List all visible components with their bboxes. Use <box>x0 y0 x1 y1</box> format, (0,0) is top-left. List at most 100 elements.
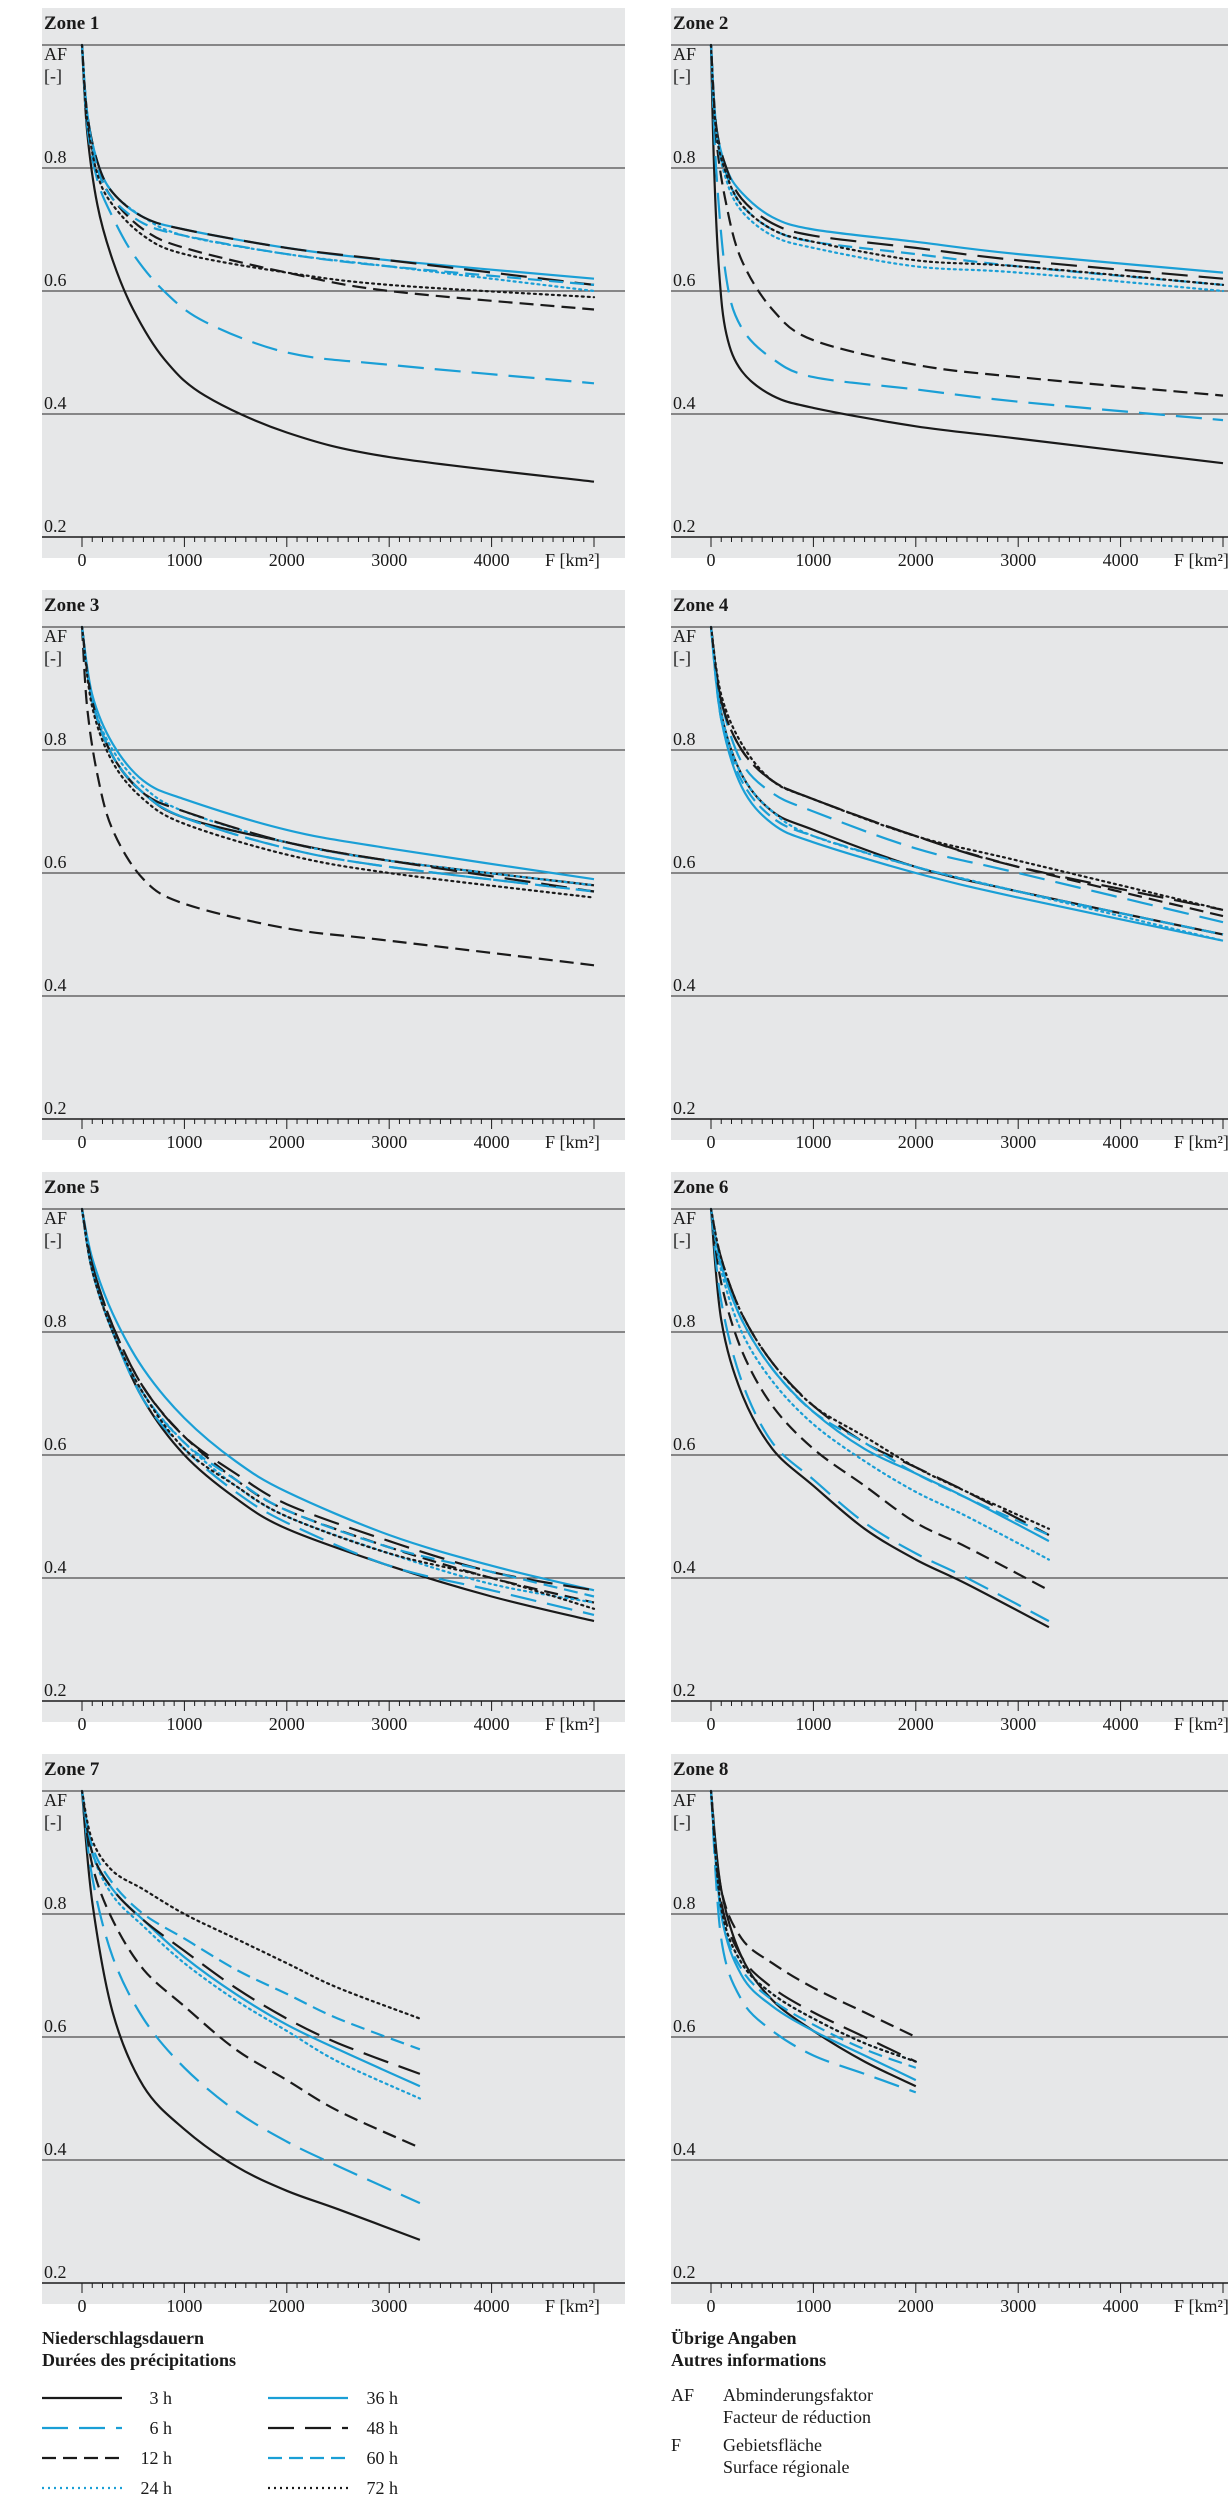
series-line <box>80 1790 421 2241</box>
x-axis-label: F [km²] <box>1174 1714 1228 1734</box>
x-axis-label: F [km²] <box>1174 550 1228 570</box>
series-line <box>709 1789 917 2063</box>
legend-label: 24 h <box>141 2478 173 2497</box>
x-axis-label: F [km²] <box>1174 2296 1228 2316</box>
x-tick-label: 2000 <box>269 1132 305 1152</box>
other-info-title-de: Übrige Angaben <box>671 2328 797 2348</box>
zone-panel: Zone 8 AF [-] 0.2 0.4 0.6 0.8 0 1000 2000 3000 4000… <box>671 1754 1228 2316</box>
panel-background <box>671 1754 1228 2304</box>
zone-panel: Zone 1 AF [-] 0.2 0.4 0.6 0.8 0 1000 2000 3000 4000… <box>42 8 625 570</box>
series-line <box>709 1790 917 2038</box>
x-tick-label: 4000 <box>474 1132 510 1152</box>
x-tick-label: 4000 <box>474 1714 510 1734</box>
definition-f-fr: Surface régionale <box>723 2457 849 2477</box>
durations-title-fr: Durées des précipitations <box>42 2350 236 2370</box>
x-tick-label: 1000 <box>795 1714 831 1734</box>
y-tick-label: 0.8 <box>44 147 67 167</box>
panel-background <box>671 590 1228 1140</box>
series-line <box>709 1208 1050 1629</box>
y-tick-label: 0.4 <box>673 393 696 413</box>
durations-legend: 3 h 6 h 12 h 24 h 36 h 48 h 60 h 72 h <box>42 2388 398 2497</box>
x-tick-label: 0 <box>78 550 87 570</box>
series-line <box>80 43 596 299</box>
panel-background <box>42 1172 625 1722</box>
series-line <box>80 1790 421 2205</box>
y-tick-label: 0.8 <box>44 1893 67 1913</box>
x-tick-label: 0 <box>707 1132 716 1152</box>
x-tick-label: 0 <box>707 2296 716 2316</box>
series-line <box>80 626 595 881</box>
y-axis-unit: [-] <box>44 1812 62 1832</box>
x-tick-label: 3000 <box>1000 1132 1036 1152</box>
series-line <box>80 1208 595 1598</box>
series-line <box>80 1790 421 2051</box>
x-tick-label: 4000 <box>1103 1714 1139 1734</box>
x-tick-label: 3000 <box>1000 550 1036 570</box>
zone-title: Zone 4 <box>673 595 729 616</box>
series-line <box>80 1208 595 1592</box>
series-line <box>80 626 595 967</box>
x-tick-label: 4000 <box>1103 1132 1139 1152</box>
panel-background <box>671 1172 1228 1722</box>
y-tick-label: 0.6 <box>673 270 696 290</box>
y-tick-label: 0.4 <box>44 393 67 413</box>
x-axis-label: F [km²] <box>545 1714 600 1734</box>
y-axis-label: AF <box>673 626 696 646</box>
series-line <box>80 1790 421 2149</box>
x-tick-label: 0 <box>78 2296 87 2316</box>
series-line <box>709 1208 1050 1537</box>
durations-title-de: Niederschlagsdauern <box>42 2328 204 2348</box>
y-axis-label: AF <box>673 44 696 64</box>
y-axis-unit: [-] <box>673 1230 691 1250</box>
x-tick-label: 1000 <box>166 2296 202 2316</box>
y-axis-unit: [-] <box>673 1812 691 1832</box>
series-line <box>80 1207 596 1604</box>
x-axis-label: F [km²] <box>545 2296 600 2316</box>
y-axis-label: AF <box>673 1208 696 1228</box>
y-tick-label: 0.8 <box>673 1893 696 1913</box>
zone-title: Zone 1 <box>44 13 99 34</box>
legend-label: 60 h <box>367 2448 399 2468</box>
y-tick-label: 0.8 <box>673 729 696 749</box>
x-tick-label: 2000 <box>898 1714 934 1734</box>
series-line <box>80 1208 595 1616</box>
y-axis-unit: [-] <box>44 66 62 86</box>
definition-af-de: Abminderungsfaktor <box>723 2385 873 2405</box>
y-tick-label: 0.4 <box>44 2139 67 2159</box>
zone-panel: Zone 7 AF [-] 0.2 0.4 0.6 0.8 0 1000 2000 3000 4000… <box>42 1754 625 2316</box>
legend-label: 6 h <box>150 2418 173 2438</box>
series-line <box>709 626 1224 942</box>
y-axis-label: AF <box>44 1790 67 1810</box>
x-tick-label: 4000 <box>474 550 510 570</box>
series-line <box>709 1790 917 2094</box>
series-line <box>709 44 1224 274</box>
y-axis-unit: [-] <box>673 648 691 668</box>
series-line <box>709 44 1224 465</box>
x-tick-label: 1000 <box>795 1132 831 1152</box>
y-tick-label: 0.2 <box>673 1098 696 1118</box>
x-axis-label: F [km²] <box>545 1132 600 1152</box>
y-tick-label: 0.6 <box>44 1434 67 1454</box>
x-tick-label: 3000 <box>1000 2296 1036 2316</box>
y-tick-label: 0.4 <box>673 2139 696 2159</box>
zone-panel: Zone 4 AF [-] 0.2 0.4 0.6 0.8 0 1000 2000 3000 4000… <box>671 590 1228 1152</box>
x-tick-label: 3000 <box>1000 1714 1036 1734</box>
y-axis-label: AF <box>44 44 67 64</box>
zone-title: Zone 5 <box>44 1177 99 1198</box>
series-line <box>709 44 1224 422</box>
y-tick-label: 0.2 <box>673 2262 696 2282</box>
legend-area: Niederschlagsdauern Durées des précipita… <box>42 2328 873 2497</box>
x-tick-label: 1000 <box>166 550 202 570</box>
series-line <box>80 626 595 893</box>
definition-f-de: Gebietsfläche <box>723 2435 822 2455</box>
legend-label: 48 h <box>367 2418 399 2438</box>
series-line <box>80 44 595 286</box>
definition-abbr-f: F <box>671 2435 681 2455</box>
y-axis-label: AF <box>44 1208 67 1228</box>
series-line <box>709 1207 1050 1561</box>
series-line <box>709 626 1224 936</box>
legend-label: 3 h <box>150 2388 173 2408</box>
series-line <box>709 1208 1050 1592</box>
series-line <box>709 43 1225 286</box>
x-tick-label: 2000 <box>898 1132 934 1152</box>
